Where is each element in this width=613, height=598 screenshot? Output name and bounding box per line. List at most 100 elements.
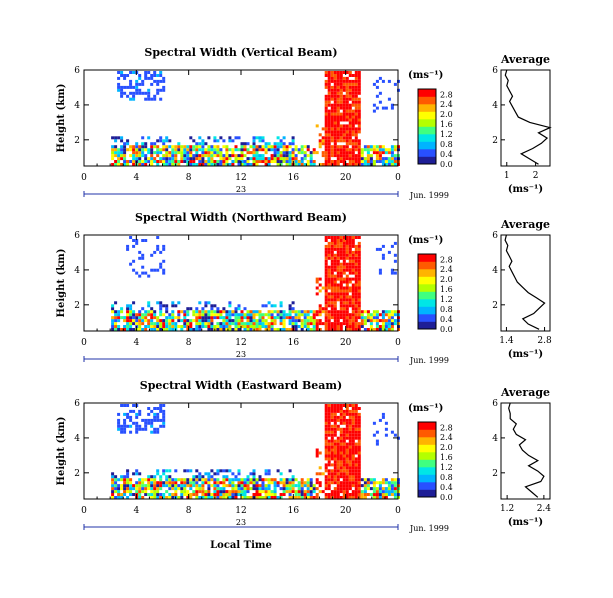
- heatmap-cell: [300, 496, 304, 499]
- heatmap-cell: [183, 151, 187, 155]
- heatmap-cell: [357, 259, 361, 263]
- heatmap-cell: [369, 160, 373, 163]
- heatmap-cell: [273, 148, 277, 152]
- heatmap-cell: [222, 163, 226, 166]
- heatmap-cell: [237, 472, 241, 476]
- heatmap-cell: [351, 103, 355, 107]
- heatmap-cell: [150, 310, 154, 314]
- heatmap-cell: [144, 487, 148, 491]
- heatmap-cell: [204, 160, 208, 163]
- heatmap-cell: [348, 301, 352, 305]
- heatmap-cell: [348, 460, 352, 464]
- x-tick-label: 0: [395, 173, 401, 183]
- heatmap-cell: [135, 148, 139, 152]
- heatmap-cell: [195, 145, 199, 149]
- heatmap-cell: [315, 124, 319, 128]
- heatmap-cell: [174, 493, 178, 496]
- heatmap-cell: [342, 472, 346, 476]
- heatmap-cell: [327, 412, 331, 416]
- heatmap-cell: [120, 493, 124, 496]
- heatmap-cell: [333, 286, 337, 290]
- heatmap-cell: [345, 424, 349, 428]
- heatmap-cell: [333, 91, 337, 95]
- heatmap-cell: [156, 415, 160, 419]
- heatmap-cell: [120, 139, 124, 143]
- heatmap-cell: [162, 404, 166, 407]
- heatmap-cell: [345, 274, 349, 278]
- heatmap-cell: [162, 493, 166, 496]
- heatmap-cell: [342, 97, 346, 101]
- heatmap-cell: [123, 478, 127, 482]
- heatmap-cell: [141, 322, 145, 326]
- heatmap-cell: [378, 319, 382, 323]
- heatmap-cell: [243, 148, 247, 152]
- heatmap-cell: [213, 490, 217, 494]
- heatmap-cell: [387, 484, 391, 488]
- heatmap-cell: [375, 151, 379, 155]
- heatmap-cell: [339, 301, 343, 305]
- heatmap-cell: [333, 493, 337, 496]
- heatmap-cell: [390, 478, 394, 482]
- heatmap-cell: [342, 445, 346, 449]
- heatmap-cell: [384, 487, 388, 491]
- heatmap-cell: [381, 325, 385, 328]
- heatmap-cell: [141, 142, 145, 146]
- heatmap-cell: [345, 451, 349, 455]
- heatmap-cell: [336, 106, 340, 110]
- heatmap-cell: [186, 160, 190, 163]
- heatmap-cell: [363, 145, 367, 149]
- heatmap-cell: [333, 319, 337, 323]
- heatmap-cell: [228, 304, 232, 308]
- heatmap-cell: [300, 145, 304, 149]
- heatmap-cell: [135, 313, 139, 317]
- heatmap-cell: [339, 472, 343, 476]
- average-y-tick-label: 2: [492, 136, 498, 146]
- heatmap-cell: [369, 319, 373, 323]
- heatmap-cell: [336, 322, 340, 326]
- heatmap-cell: [261, 145, 265, 149]
- heatmap-cell: [147, 325, 151, 328]
- heatmap-cell: [162, 496, 166, 499]
- heatmap-cell: [213, 139, 217, 143]
- heatmap-cell: [273, 319, 277, 323]
- colorbar-units: (ms⁻¹): [408, 70, 443, 81]
- heatmap-cell: [351, 304, 355, 308]
- heatmap-cell: [264, 151, 268, 155]
- heatmap-cell: [252, 151, 256, 155]
- heatmap-cell: [333, 283, 337, 287]
- heatmap-cell: [324, 115, 328, 119]
- heatmap-cell: [339, 151, 343, 155]
- heatmap-cell: [333, 442, 337, 446]
- heatmap-cell: [354, 496, 358, 499]
- heatmap-cell: [279, 310, 283, 314]
- colorbar-swatch: [418, 429, 436, 438]
- heatmap-cell: [372, 493, 376, 496]
- heatmap-cell: [144, 328, 148, 331]
- y-tick-label: 6: [74, 231, 80, 241]
- heatmap-cell: [357, 481, 361, 485]
- heatmap-cell: [207, 163, 211, 166]
- heatmap-cell: [117, 88, 121, 92]
- heatmap-cell: [213, 487, 217, 491]
- heatmap-cell: [291, 316, 295, 320]
- heatmap-cell: [120, 157, 124, 161]
- heatmap-cell: [123, 151, 127, 155]
- heatmap-cell: [324, 268, 328, 272]
- heatmap-cell: [210, 475, 214, 479]
- heatmap-cell: [147, 421, 151, 425]
- heatmap-cell: [276, 313, 280, 317]
- heatmap-cell: [339, 244, 343, 248]
- heatmap-cell: [294, 145, 298, 149]
- heatmap-cell: [330, 436, 334, 440]
- heatmap-cell: [267, 469, 271, 473]
- heatmap-cell: [252, 142, 256, 146]
- heatmap-cell: [189, 145, 193, 149]
- heatmap-cell: [336, 151, 340, 155]
- colorbar-swatch: [418, 269, 436, 277]
- heatmap-cell: [228, 148, 232, 152]
- heatmap-cell: [123, 148, 127, 152]
- heatmap-cell: [156, 160, 160, 163]
- heatmap-cell: [159, 310, 163, 314]
- heatmap-cell: [201, 319, 205, 323]
- heatmap-cell: [333, 457, 337, 461]
